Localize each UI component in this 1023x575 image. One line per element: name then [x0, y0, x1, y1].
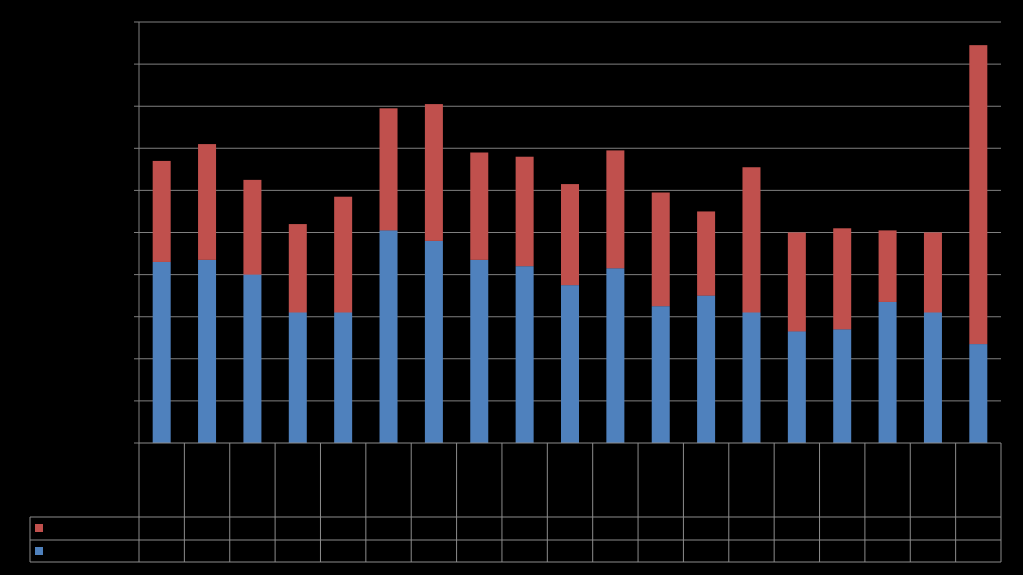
bar-segment-series-2: [379, 108, 398, 231]
legend-key: [35, 524, 43, 532]
bar-segment-series-1: [334, 312, 353, 443]
bar-segment-series-1: [561, 285, 579, 443]
bar-segment-series-2: [515, 156, 534, 267]
bar-segment-series-1: [651, 306, 670, 443]
bar-segment-series-1: [288, 312, 307, 443]
bar-segment-series-1: [742, 312, 761, 443]
bars: [152, 45, 988, 443]
bar-segment-series-2: [243, 179, 262, 275]
bar-segment-series-2: [742, 167, 761, 313]
bar-segment-series-1: [243, 274, 262, 443]
bar-segment-series-2: [878, 230, 897, 302]
bar-segment-series-1: [923, 312, 942, 443]
bar-segment-series-1: [606, 268, 625, 443]
bar-segment-series-1: [152, 261, 171, 443]
bar-segment-series-1: [379, 230, 398, 443]
data-table: [29, 442, 1002, 563]
bar-segment-series-2: [833, 228, 852, 330]
bar-segment-series-2: [198, 144, 217, 260]
bar-segment-series-1: [198, 259, 217, 443]
bar-segment-series-1: [424, 240, 443, 443]
bar-segment-series-2: [651, 192, 670, 307]
bar-segment-series-2: [923, 232, 942, 313]
bar-segment-series-2: [561, 184, 579, 286]
bar-segment-series-1: [470, 259, 489, 443]
bar-segment-series-1: [969, 344, 988, 443]
bar-segment-series-2: [969, 45, 988, 345]
bar-segment-series-1: [515, 266, 534, 443]
bar-segment-series-2: [288, 224, 307, 313]
bar-segment-series-2: [334, 196, 353, 313]
legend-key: [35, 547, 43, 555]
bar-segment-series-2: [787, 232, 806, 332]
bar-segment-series-2: [606, 150, 625, 269]
bar-segment-series-1: [787, 331, 806, 443]
bar-segment-series-2: [424, 104, 443, 241]
bar-segment-series-2: [152, 160, 171, 262]
bar-segment-series-1: [833, 329, 852, 443]
legend: [35, 524, 43, 555]
bar-segment-series-1: [878, 301, 897, 443]
bar-segment-series-1: [697, 295, 716, 443]
bar-segment-series-2: [470, 152, 489, 260]
bar-segment-series-2: [697, 211, 716, 296]
